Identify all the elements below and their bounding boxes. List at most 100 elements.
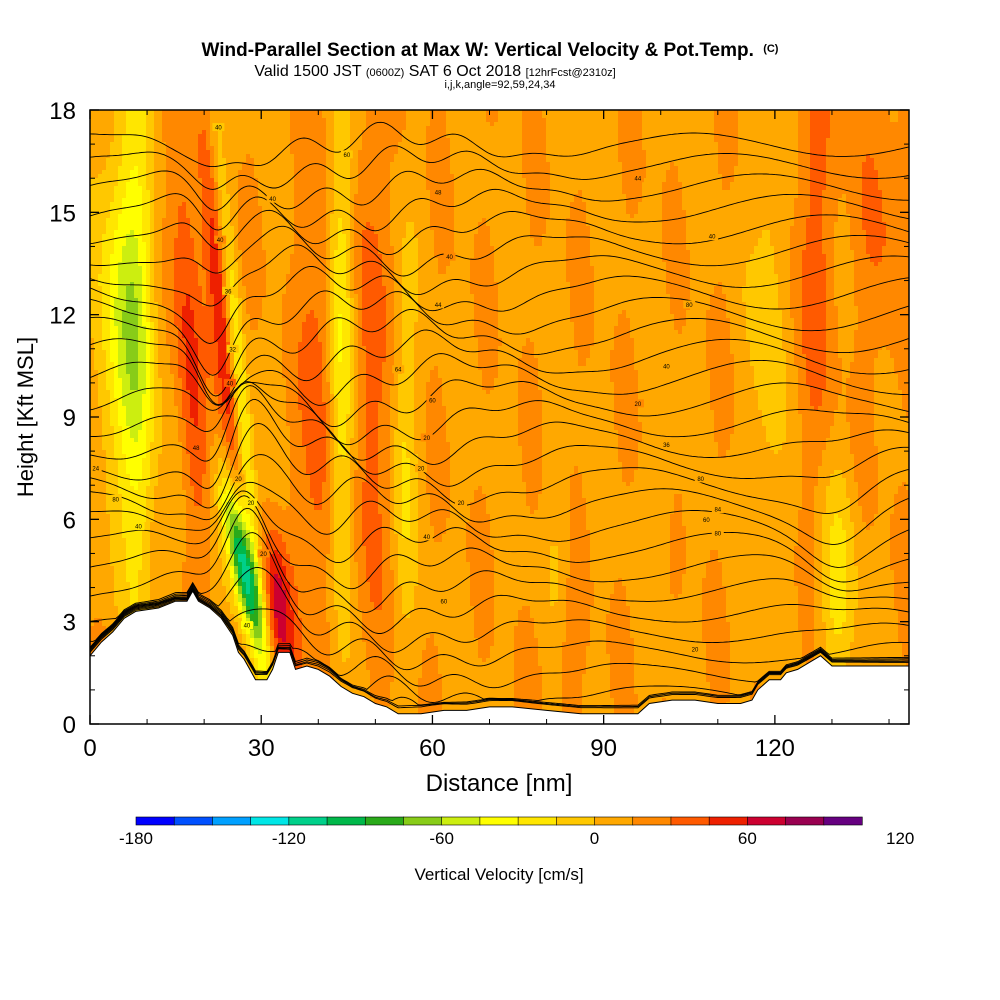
velocity-cell [646,114,651,119]
velocity-cell [498,122,503,127]
velocity-cell [810,114,815,119]
velocity-cell [698,114,703,119]
velocity-cell [430,126,435,131]
velocity-cell [446,114,451,119]
velocity-cell [638,118,643,123]
velocity-cell [250,114,255,119]
velocity-cell [270,118,275,123]
velocity-cell [250,118,255,123]
velocity-cell [850,118,855,123]
velocity-cell [378,118,383,123]
velocity-cell [190,122,195,127]
velocity-cell [770,114,775,119]
velocity-cell [586,122,591,127]
velocity-cell [550,122,555,127]
velocity-cell [450,118,455,123]
velocity-cell [414,118,419,123]
velocity-cell [658,126,663,131]
velocity-cell [442,126,447,131]
velocity-cell [298,114,303,119]
velocity-cell [574,126,579,131]
velocity-cell [150,114,155,119]
velocity-cell [558,114,563,119]
velocity-cell [898,118,903,123]
velocity-cell [574,118,579,123]
velocity-cell [206,126,211,131]
velocity-cell [466,126,471,131]
velocity-cell [674,122,679,127]
velocity-cell [642,122,647,127]
velocity-cell [790,118,795,123]
velocity-cell [346,114,351,119]
velocity-cell [630,114,635,119]
velocity-cell [426,114,431,119]
velocity-cell [650,126,655,131]
velocity-cell [254,118,259,123]
velocity-cell [810,122,815,127]
velocity-cell [486,126,491,131]
velocity-cell [710,114,715,119]
velocity-cell [238,118,243,123]
velocity-cell [198,118,203,123]
velocity-cell [582,114,587,119]
chart-title: Wind-Parallel Section at Max W: Vertical… [202,40,779,61]
velocity-cell [462,118,467,123]
velocity-cell [310,126,315,131]
velocity-cell [746,118,751,123]
velocity-cell [566,122,571,127]
velocity-cell [266,114,271,119]
velocity-cell [306,118,311,123]
velocity-cell [430,122,435,127]
velocity-cell [406,118,411,123]
velocity-cell [874,118,879,123]
velocity-cell [438,122,443,127]
velocity-cell [862,118,867,123]
velocity-cell [606,126,611,131]
velocity-cell [846,114,851,119]
velocity-cell [142,122,147,127]
velocity-cell [246,118,251,123]
velocity-cell [450,122,455,127]
velocity-cell [646,122,651,127]
velocity-cell [582,122,587,127]
velocity-cell [738,114,743,119]
velocity-cell [166,126,171,131]
velocity-cell [566,114,571,119]
velocity-cell [466,122,471,127]
velocity-cell [494,122,499,127]
velocity-cell [158,122,163,127]
velocity-cell [722,126,727,131]
velocity-cell [878,122,883,127]
velocity-cell [178,118,183,123]
velocity-cell [410,126,415,131]
velocity-cell [394,114,399,119]
velocity-cell [598,118,603,123]
velocity-cell [902,118,907,123]
velocity-cell [130,118,135,123]
velocity-cell [610,118,615,123]
velocity-cell [562,114,567,119]
velocity-cell [250,122,255,127]
velocity-cell [126,118,131,123]
velocity-cell [374,118,379,123]
velocity-cell [170,126,175,131]
velocity-cell [186,118,191,123]
velocity-cell [322,126,327,131]
velocity-cell [854,122,859,127]
velocity-cell [298,122,303,127]
velocity-cell [394,122,399,127]
velocity-cell [530,114,535,119]
velocity-cell [262,126,267,131]
velocity-cell [278,126,283,131]
velocity-cell [622,126,627,131]
velocity-cell [746,114,751,119]
velocity-cell [322,114,327,119]
velocity-cell [558,122,563,127]
velocity-cell [626,118,631,123]
velocity-cell [346,122,351,127]
velocity-cell [238,114,243,119]
velocity-cell [406,114,411,119]
velocity-cell [538,114,543,119]
velocity-cell [342,118,347,123]
velocity-cell [622,118,627,123]
